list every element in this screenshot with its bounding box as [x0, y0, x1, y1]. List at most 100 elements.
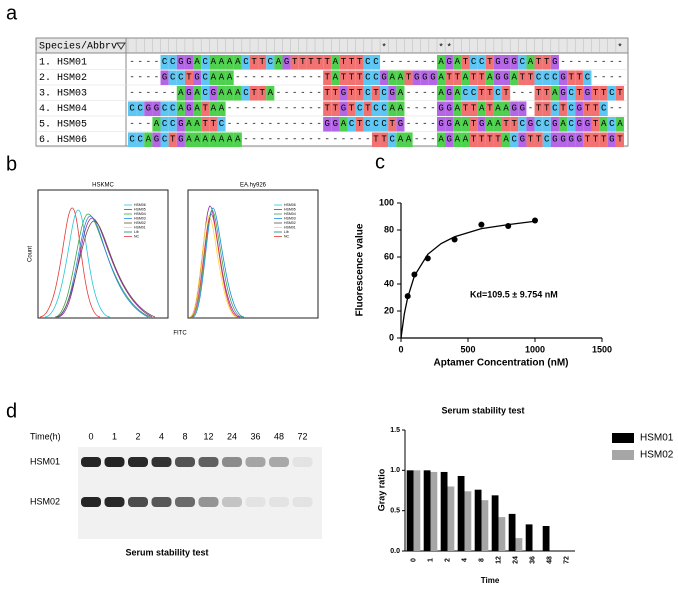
base: A: [194, 135, 200, 145]
base: -: [137, 119, 142, 129]
y-tick-label: 100: [379, 197, 394, 207]
base: T: [170, 135, 176, 145]
base-cell: [436, 117, 446, 132]
base: C: [552, 73, 558, 83]
base: A: [219, 57, 225, 67]
base-cell: [436, 55, 446, 70]
data-point: [532, 217, 538, 224]
base-cell: [461, 55, 470, 70]
base: T: [259, 88, 265, 98]
base-cell: [363, 117, 372, 132]
base: -: [146, 119, 151, 129]
y-tick-label: 60: [384, 251, 394, 261]
base: -: [300, 88, 305, 98]
base-cell: [396, 101, 405, 116]
base-cell: [591, 132, 600, 147]
base: -: [593, 73, 598, 83]
base: G: [154, 104, 159, 114]
base: T: [568, 73, 574, 83]
bar: [474, 489, 482, 551]
base: G: [341, 88, 346, 98]
base: A: [333, 57, 339, 67]
base-cell: [355, 55, 364, 70]
base: G: [577, 135, 582, 145]
base: -: [268, 104, 273, 114]
lane-label: 0: [88, 431, 93, 441]
base-cell: [209, 55, 218, 70]
base-cell: [176, 101, 185, 116]
base: A: [333, 73, 339, 83]
base: A: [235, 88, 241, 98]
base: C: [609, 119, 615, 129]
base: G: [333, 119, 338, 129]
base-cell: [607, 86, 616, 101]
header-label: Species/Abbrv: [39, 41, 117, 53]
base-cell: [534, 55, 543, 70]
base: -: [520, 88, 525, 98]
base-cell: [225, 70, 234, 85]
base: T: [333, 88, 339, 98]
lane-label: 4: [159, 431, 164, 441]
base: C: [568, 88, 574, 98]
base-cell: [249, 55, 259, 70]
base-cell: [615, 86, 624, 101]
base: G: [390, 88, 395, 98]
base-cell: [485, 132, 494, 147]
base: -: [430, 88, 435, 98]
legend-label: HSM01: [284, 225, 296, 229]
base: -: [406, 119, 411, 129]
base: T: [593, 104, 599, 114]
flow-panel: HSKMC EA.hy926 Count FITC: [28, 183, 319, 337]
gel-band: [151, 497, 172, 507]
base-cell: [225, 132, 234, 147]
base-cell: [152, 101, 161, 116]
base: T: [357, 119, 363, 129]
base: T: [316, 57, 322, 67]
base-cell: [380, 86, 389, 101]
base: C: [162, 119, 168, 129]
base-cell: [331, 101, 340, 116]
base: -: [243, 73, 248, 83]
base-cell: [493, 117, 503, 132]
base-cell: [168, 117, 177, 132]
base-cell: [502, 101, 511, 116]
base: T: [390, 119, 396, 129]
base: T: [593, 119, 599, 129]
base-cell: [193, 101, 202, 116]
base-cell: [323, 70, 332, 85]
base-cell: [201, 132, 210, 147]
base-cell: [583, 70, 592, 85]
base-cell: [209, 132, 218, 147]
base: G: [186, 104, 191, 114]
base: A: [398, 88, 404, 98]
base-cell: [502, 55, 511, 70]
base-cell: [469, 117, 478, 132]
x-axis-label: Time: [481, 576, 500, 585]
histogram-curve: [39, 207, 101, 318]
legend-label: HSM05: [134, 207, 146, 211]
base-cell: [144, 101, 153, 116]
base-cell: [518, 132, 527, 147]
base-cell: [461, 70, 470, 85]
base: -: [406, 57, 411, 67]
base: -: [251, 119, 256, 129]
base: C: [373, 104, 379, 114]
base: C: [381, 104, 387, 114]
base-cell: [550, 132, 559, 147]
base-cell: [558, 132, 568, 147]
legend-label: HSM03: [284, 216, 296, 220]
base: T: [560, 104, 566, 114]
base-cell: [209, 101, 218, 116]
base: -: [268, 73, 273, 83]
legend-label: Lib: [284, 230, 289, 234]
bar: [515, 538, 523, 551]
base: -: [243, 119, 248, 129]
base: C: [365, 119, 371, 129]
base: -: [276, 73, 281, 83]
base: A: [601, 119, 607, 129]
base: A: [178, 88, 184, 98]
base-cell: [469, 55, 478, 70]
base: T: [479, 73, 485, 83]
y-tick-label: 40: [384, 278, 394, 288]
base-cell: [542, 101, 551, 116]
